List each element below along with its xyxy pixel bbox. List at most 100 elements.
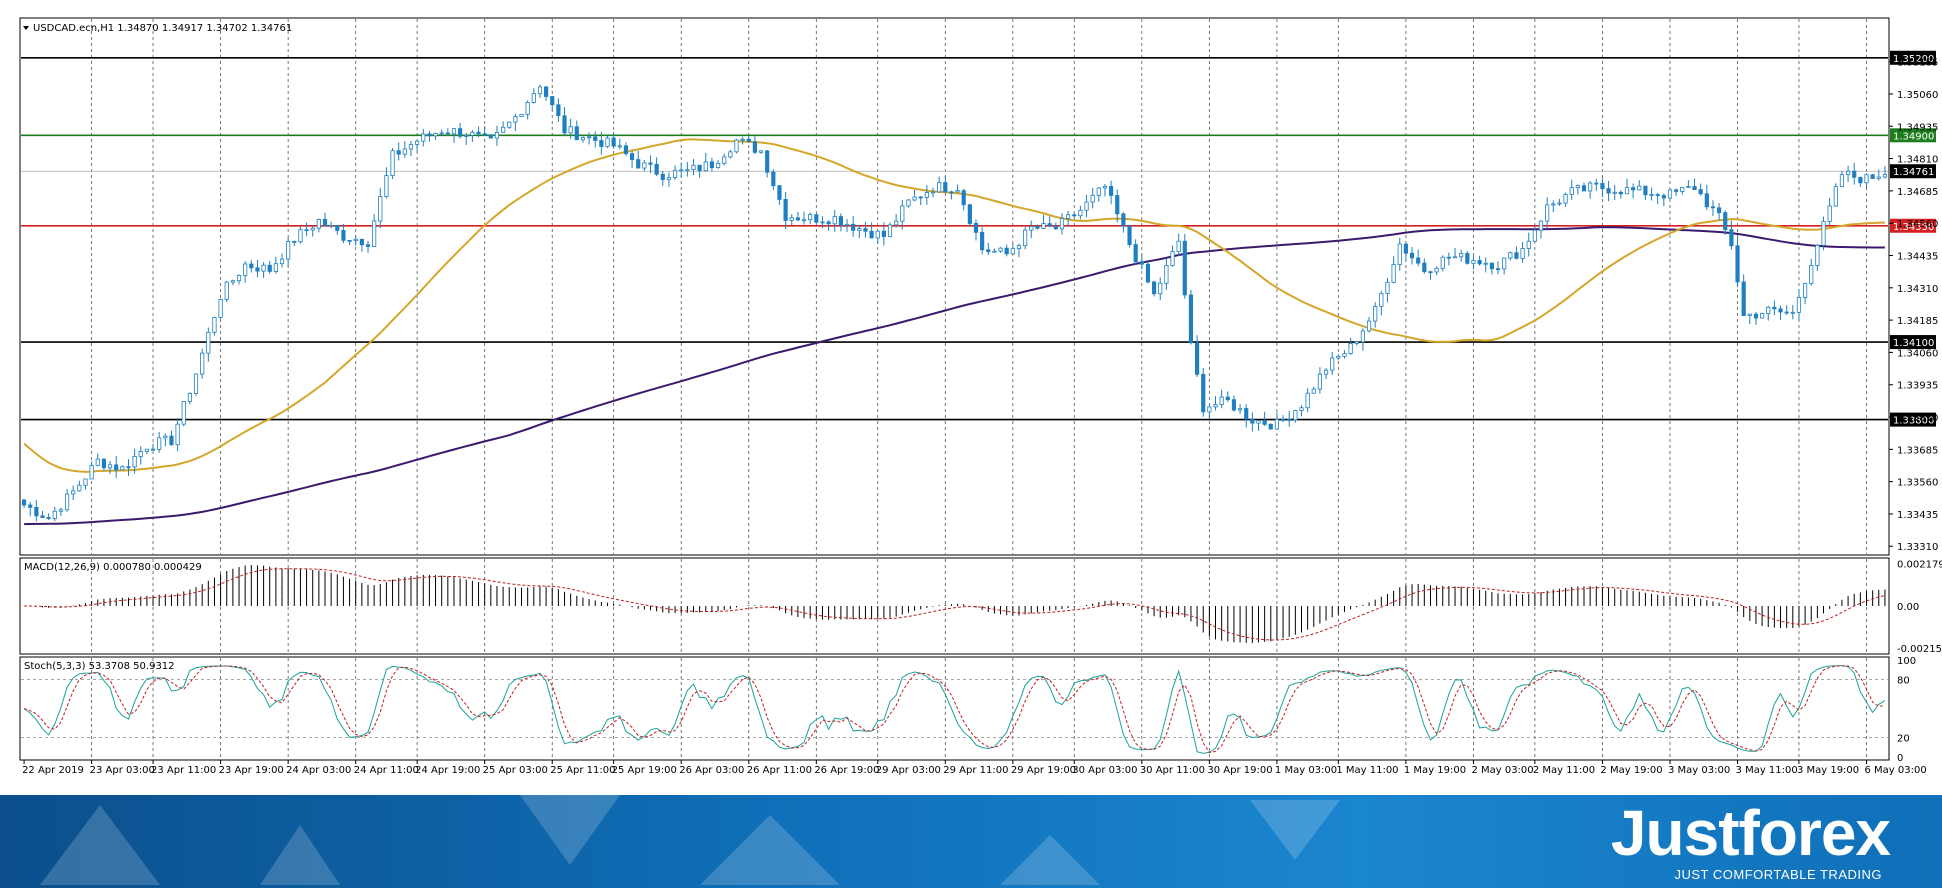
candle-body-bear xyxy=(1231,399,1237,411)
trading-chart[interactable]: 1.35200 1.34900 1.34550 1.34100 1.33800 1.347… xyxy=(0,0,1942,795)
time-tick-label: 2 May 19:00 xyxy=(1600,765,1662,776)
candle-body-bear xyxy=(1053,225,1058,230)
candle-body-bear xyxy=(697,164,702,172)
candle-body-bull xyxy=(586,136,592,139)
candle-body-bull xyxy=(1330,357,1335,371)
candle-body-bull xyxy=(728,151,733,158)
candle-body-bull xyxy=(95,458,100,466)
candle-body-bull xyxy=(77,484,82,492)
time-tick-label: 2 May 03:00 xyxy=(1471,765,1533,776)
price-tick-label: 1.33435 xyxy=(1897,510,1938,521)
candle-body-bull xyxy=(107,464,113,469)
candle-body-bear xyxy=(1606,188,1611,194)
candle-body-bull xyxy=(1809,265,1814,284)
candle-body-bear xyxy=(34,507,39,517)
candle-body-bull xyxy=(1311,388,1316,394)
candle-body-bear xyxy=(599,140,604,147)
candle-body-bear xyxy=(881,230,886,238)
candle-body-bull xyxy=(580,137,586,141)
candle-body-bull xyxy=(1348,342,1353,355)
price-tick-label: 1.35060 xyxy=(1897,90,1938,101)
candle-body-bull xyxy=(1041,223,1046,229)
stochastic-label: Stoch(5,3,3) 53.3708 50.9312 xyxy=(24,661,175,672)
candle-body-bear xyxy=(1489,262,1494,270)
candle-body-bear xyxy=(1428,271,1433,274)
candle-body-bear xyxy=(1698,189,1703,195)
brand-tagline: JUST COMFORTABLE TRADING xyxy=(1674,867,1882,882)
candle-body-bull xyxy=(1624,187,1630,195)
candle-body-bull xyxy=(329,224,334,227)
current-price-tag xyxy=(1890,164,1936,179)
candle-body-bull xyxy=(1483,262,1488,265)
candle-body-bear xyxy=(1704,193,1709,208)
macd-signal-line xyxy=(24,568,1886,641)
time-tick-label: 29 Apr 19:00 xyxy=(1011,765,1076,776)
candle-body-bear xyxy=(488,134,493,139)
candle-body-bull xyxy=(998,247,1003,252)
stochastic-series: 100 80 20 0 xyxy=(21,656,1916,764)
candle-body-bear xyxy=(783,199,788,221)
candle-body-bull xyxy=(451,128,457,135)
candle-body-bear xyxy=(101,458,106,469)
candle-body-bear xyxy=(1194,342,1200,375)
header-dropdown-icon[interactable] xyxy=(23,26,29,30)
candle-body-bull xyxy=(1532,229,1537,242)
candle-body-bull xyxy=(470,131,475,136)
main-price-panel[interactable] xyxy=(19,17,1890,556)
level-tag xyxy=(1890,335,1936,350)
branding-banner: Justforex JUST COMFORTABLE TRADING xyxy=(0,795,1942,888)
level-tag xyxy=(1890,50,1936,65)
stoch-tick-label: 20 xyxy=(1897,734,1910,745)
candle-body-bear xyxy=(973,223,979,233)
price-tick-label: 1.33560 xyxy=(1897,478,1938,489)
candle-body-bear xyxy=(458,128,463,137)
candle-body-bull xyxy=(212,317,217,333)
candle-body-bull xyxy=(286,241,291,260)
candle-body-bear xyxy=(1600,183,1605,190)
candle-body-bull xyxy=(1237,408,1243,411)
stoch-main-line xyxy=(23,665,1886,754)
candle-body-bear xyxy=(1581,185,1587,192)
candle-body-bear xyxy=(1778,308,1783,313)
candle-body-bear xyxy=(46,517,51,519)
decor-triangle xyxy=(260,825,340,885)
price-tick-label: 1.34560 xyxy=(1897,219,1938,230)
candle-body-bear xyxy=(593,136,598,141)
candle-body-bull xyxy=(1649,194,1654,196)
candle-body-bull xyxy=(887,224,893,238)
candle-body-bear xyxy=(1422,262,1427,273)
candle-body-bull xyxy=(740,138,745,141)
stochastic-panel[interactable] xyxy=(19,656,1890,761)
candle-body-bear xyxy=(1072,214,1077,217)
level-tag-label: 1.34100 xyxy=(1893,338,1934,349)
price-tick-label: 1.33685 xyxy=(1897,445,1938,456)
candle-body-bull xyxy=(1686,186,1691,188)
candle-body-bear xyxy=(1145,263,1151,283)
candle-body-bear xyxy=(359,238,364,246)
candle-body-bull xyxy=(1084,201,1089,211)
time-tick-label: 30 Apr 03:00 xyxy=(1072,765,1137,776)
candle-body-bull xyxy=(844,223,850,226)
candle-body-bear xyxy=(1870,174,1875,179)
candle-body-bear xyxy=(1477,260,1482,265)
candle-body-bull xyxy=(1845,170,1851,176)
candle-body-bear xyxy=(771,171,776,187)
candle-body-bear xyxy=(961,190,966,206)
candle-body-bull xyxy=(298,229,303,243)
candle-body-bear xyxy=(611,137,616,147)
candle-body-bull xyxy=(243,263,248,276)
candle-body-bull xyxy=(1637,185,1642,191)
time-tick-label: 25 Apr 11:00 xyxy=(550,765,615,776)
candle-body-bear xyxy=(1416,257,1421,264)
candlestick-series xyxy=(21,84,1888,522)
candle-body-bull xyxy=(1158,282,1163,295)
candle-body-bull xyxy=(1760,313,1765,319)
candle-body-bear xyxy=(1631,187,1636,191)
candle-body-bull xyxy=(120,466,125,471)
candle-body-bull xyxy=(1213,404,1218,408)
candle-body-bull xyxy=(1796,297,1802,313)
time-tick-label: 1 May 11:00 xyxy=(1336,765,1398,776)
candle-body-bear xyxy=(1287,419,1292,421)
candle-body-bull xyxy=(138,451,143,457)
